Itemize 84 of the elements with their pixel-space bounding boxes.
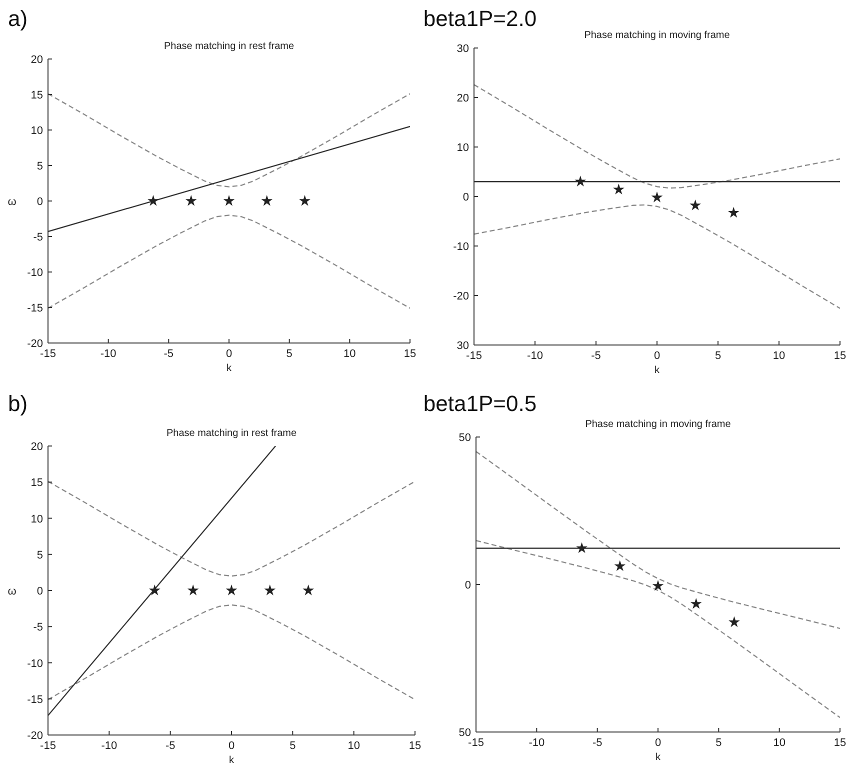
y-tick-label: 0: [464, 580, 471, 592]
y-tick-label: 50: [458, 727, 471, 739]
x-tick-label: -5: [165, 740, 176, 752]
y-axis-title: ω: [8, 586, 17, 598]
y-tick-label: -5: [33, 622, 43, 634]
x-axis-title: k: [656, 752, 662, 763]
line-series: [476, 450, 840, 630]
y-axis-title: ω: [8, 196, 17, 208]
y-tick-label: -20: [453, 290, 469, 302]
x-tick-label: 0: [654, 737, 662, 749]
y-tick-label: 0: [36, 586, 43, 598]
x-axis-title: k: [654, 365, 660, 376]
x-tick-label: 15: [404, 348, 416, 360]
x-tick-label: -10: [101, 740, 118, 752]
y-tick-label: 20: [30, 441, 43, 453]
line-series: [474, 204, 840, 309]
y-tick-label: -20: [27, 730, 43, 742]
x-tick-label: 10: [348, 740, 360, 752]
x-axis-title: k: [229, 755, 235, 766]
point: [728, 616, 740, 628]
point: [651, 192, 663, 202]
point: [614, 560, 626, 572]
line-series: [476, 540, 840, 718]
y-tick-label: 30: [456, 43, 469, 55]
y-tick-label: 20: [30, 54, 43, 66]
point: [690, 598, 702, 609]
text: beta1P=2.0: [423, 6, 537, 31]
x-tick-label: -5: [591, 350, 601, 362]
line-series: [48, 214, 410, 309]
y-tick-label: 10: [456, 142, 469, 154]
y-tick-label: -5: [33, 232, 43, 244]
text: beta1P=0.5: [423, 391, 537, 416]
y-tick-label: -15: [27, 694, 43, 706]
x-tick-label: 5: [290, 740, 296, 752]
x-tick-label: 10: [344, 348, 356, 360]
point: [690, 199, 701, 210]
point: [574, 176, 586, 186]
line-series: [48, 604, 415, 700]
x-tick-label: 15: [834, 350, 846, 362]
y-tick-label: -10: [27, 267, 43, 279]
x-tick-label: -10: [528, 737, 545, 749]
y-tick-label: 5: [36, 549, 43, 562]
x-tick-label: 0: [228, 740, 235, 752]
point: [613, 184, 624, 194]
y-tick-label: -10: [27, 658, 43, 670]
chart-title: Phase matching in moving frame: [584, 30, 730, 41]
x-tick-label: 15: [408, 740, 422, 752]
x-axis-title: k: [226, 363, 232, 374]
y-tick-label: 20: [456, 92, 469, 104]
y-tick-label: 10: [30, 513, 43, 526]
x-tick-label: 5: [716, 737, 722, 749]
x-tick-label: 5: [714, 350, 722, 362]
chart-title: Phase matching in rest frame: [166, 428, 297, 439]
text: a): [8, 6, 28, 31]
y-tick-label: 5: [36, 160, 43, 172]
point: [728, 206, 740, 218]
x-tick-label: -10: [527, 350, 543, 362]
x-tick-label: -5: [592, 737, 602, 749]
y-tick-label: -15: [27, 302, 43, 314]
x-tick-label: 0: [226, 348, 232, 360]
y-tick-label: 50: [458, 432, 471, 444]
chart-title: Phase matching in rest frame: [164, 41, 294, 52]
line-series: [48, 93, 410, 188]
y-tick-label: 0: [462, 192, 469, 204]
x-tick-label: 0: [654, 350, 660, 362]
line-series: [474, 84, 840, 189]
x-tick-label: 10: [772, 350, 786, 362]
chart-title: Phase matching in moving frame: [585, 419, 732, 430]
y-tick-label: -10: [453, 241, 469, 253]
y-tick-label: 15: [30, 477, 43, 490]
y-tick-label: 15: [30, 90, 43, 102]
x-tick-label: 15: [834, 737, 846, 749]
x-tick-label: -5: [164, 348, 174, 360]
y-tick-label: 30: [456, 340, 469, 352]
line-series: [48, 480, 415, 577]
x-tick-label: -10: [100, 348, 116, 360]
point: [652, 580, 664, 591]
y-tick-label: -20: [27, 338, 43, 350]
x-tick-label: 10: [773, 737, 786, 749]
y-tick-label: 10: [30, 125, 43, 137]
y-tick-label: 0: [36, 196, 43, 208]
text: b): [8, 391, 28, 416]
x-tick-label: 5: [286, 348, 292, 360]
point: [576, 542, 588, 554]
